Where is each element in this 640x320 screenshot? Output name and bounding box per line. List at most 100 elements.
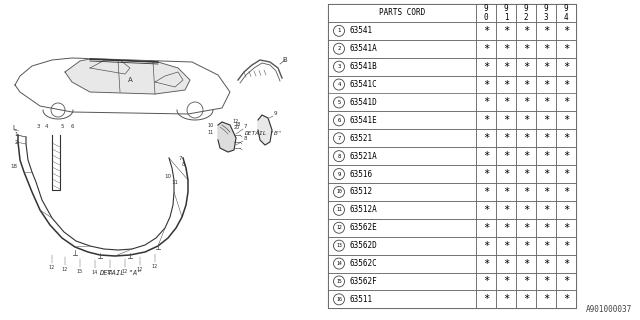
Bar [328,219,476,237]
Text: *: * [483,133,489,143]
Text: *: * [503,62,509,72]
Bar [496,201,516,219]
Text: 4: 4 [44,124,48,130]
Bar [516,58,536,76]
Bar [556,165,576,183]
Text: *: * [503,26,509,36]
Text: 12: 12 [336,225,342,230]
Text: 5: 5 [337,100,340,105]
Bar [476,183,496,201]
Text: *: * [543,169,549,179]
Text: 63521A: 63521A [350,152,378,161]
Bar [556,290,576,308]
Text: *: * [503,223,509,233]
Bar [556,111,576,129]
Text: 63541: 63541 [350,26,373,35]
Bar [516,219,536,237]
Bar [476,219,496,237]
Bar [496,290,516,308]
Bar [516,183,536,201]
Text: 10: 10 [164,174,172,180]
Text: *: * [543,98,549,108]
Bar [496,255,516,273]
Text: 12: 12 [49,265,55,270]
Text: *: * [563,223,569,233]
Text: 7: 7 [244,124,248,129]
Bar [516,147,536,165]
Bar [536,237,556,255]
Bar [496,237,516,255]
Text: *: * [503,44,509,54]
Bar [328,76,476,93]
Text: 11: 11 [172,180,179,185]
Text: *: * [483,259,489,268]
Bar [328,183,476,201]
Text: 12: 12 [232,119,238,124]
Bar [496,165,516,183]
Text: 11: 11 [336,207,342,212]
Text: 63511: 63511 [350,295,373,304]
Text: *: * [523,169,529,179]
Bar [516,4,536,22]
Text: 63541A: 63541A [350,44,378,53]
Bar [328,58,476,76]
Bar [476,255,496,273]
Polygon shape [218,122,236,152]
Text: *: * [523,80,529,90]
Text: 63541D: 63541D [350,98,378,107]
Bar [476,147,496,165]
Text: *: * [543,205,549,215]
Text: *: * [503,98,509,108]
Text: 6: 6 [70,124,74,130]
Text: *: * [503,294,509,304]
Text: 8: 8 [181,163,185,167]
Text: *: * [483,115,489,125]
Text: 63541B: 63541B [350,62,378,71]
Bar [328,129,476,147]
Text: 9
2: 9 2 [524,4,528,21]
Text: *: * [543,26,549,36]
Bar [556,255,576,273]
Bar [496,111,516,129]
Bar [516,76,536,93]
Text: 63562F: 63562F [350,277,378,286]
Text: *: * [483,151,489,161]
Text: *: * [483,187,489,197]
Bar [536,76,556,93]
Text: *: * [483,241,489,251]
Text: *: * [563,98,569,108]
Text: 10: 10 [207,123,213,128]
Text: 12: 12 [152,264,158,269]
Text: *: * [523,115,529,125]
Bar [496,183,516,201]
Text: 63512: 63512 [350,188,373,196]
Bar [476,165,496,183]
Text: *: * [543,133,549,143]
Text: *: * [503,151,509,161]
Text: *: * [523,223,529,233]
Bar [556,273,576,291]
Text: *: * [563,276,569,286]
Bar [516,129,536,147]
Bar [476,22,496,40]
Bar [328,255,476,273]
Bar [536,4,556,22]
Text: *: * [543,276,549,286]
Text: *: * [563,169,569,179]
Text: *: * [563,115,569,125]
Bar [476,237,496,255]
Text: 4: 4 [337,82,340,87]
Text: 9: 9 [274,111,278,116]
Text: 1: 1 [14,132,18,137]
Text: 9
4: 9 4 [564,4,568,21]
Text: A: A [127,77,132,83]
Bar [496,76,516,93]
Bar [556,76,576,93]
Text: *: * [503,115,509,125]
Text: *: * [543,294,549,304]
Bar [328,4,576,308]
Bar [536,111,556,129]
Bar [556,201,576,219]
Text: *: * [543,241,549,251]
Bar [536,219,556,237]
